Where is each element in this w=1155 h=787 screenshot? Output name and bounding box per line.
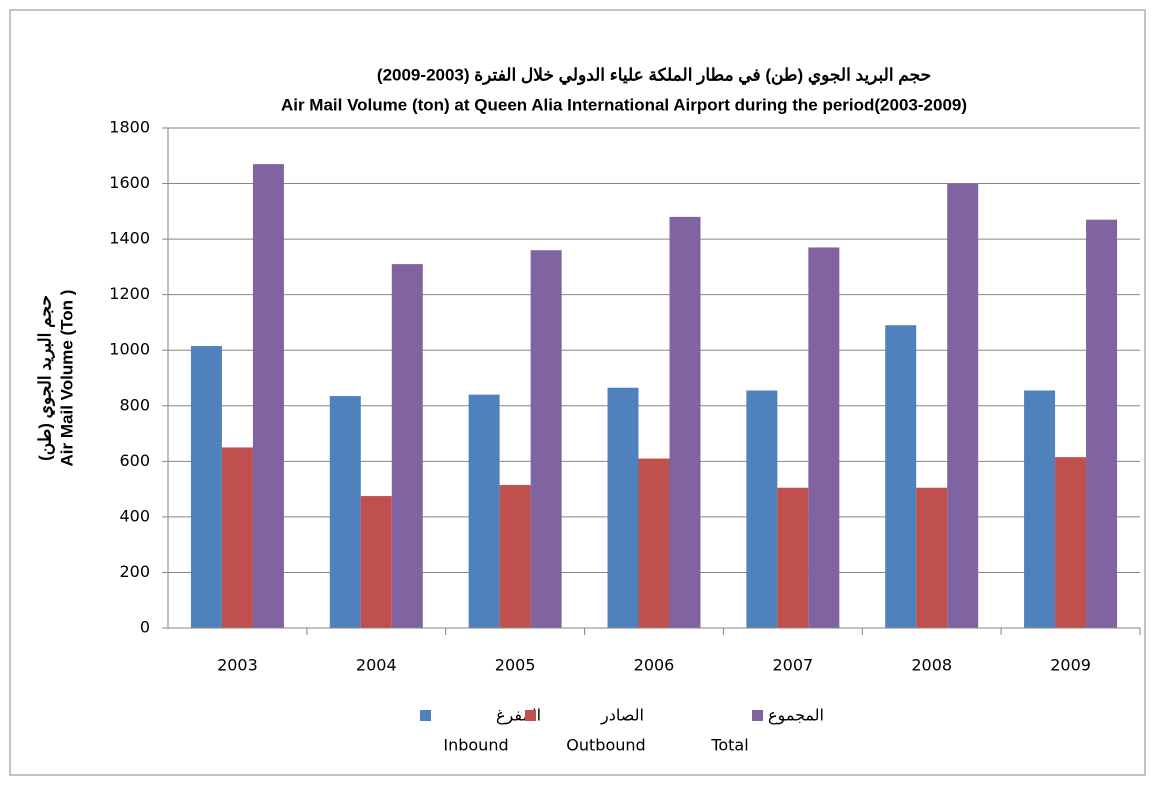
y-tick-label: 1400 bbox=[109, 229, 150, 248]
y-tick-label: 200 bbox=[119, 562, 150, 581]
y-tick-label: 800 bbox=[119, 395, 150, 414]
legend-swatch bbox=[420, 710, 431, 721]
legend-label: Inbound bbox=[443, 736, 508, 755]
bar bbox=[607, 387, 639, 628]
x-tick-label: 2009 bbox=[1050, 656, 1091, 675]
y-tick-label: 1000 bbox=[109, 340, 150, 359]
y-tick-label: 600 bbox=[119, 451, 150, 470]
bar bbox=[916, 487, 948, 628]
bar bbox=[329, 396, 361, 628]
y-axis-title: حجم البريد الجوي (طن) Air Mail Volume (T… bbox=[35, 290, 76, 467]
bar bbox=[468, 394, 500, 628]
bar bbox=[221, 447, 253, 628]
bar bbox=[530, 250, 562, 628]
legend-label: Outbound bbox=[566, 736, 645, 755]
bar bbox=[669, 216, 701, 628]
x-tick-label: 2003 bbox=[217, 656, 258, 675]
bar bbox=[808, 247, 840, 628]
y-tick-label: 0 bbox=[140, 618, 150, 637]
x-tick-label: 2004 bbox=[356, 656, 397, 675]
legend-swatch bbox=[525, 710, 536, 721]
bar bbox=[638, 458, 670, 628]
legend-label: Total bbox=[710, 736, 748, 755]
y-tick-label: 1200 bbox=[109, 284, 150, 303]
legend-swatch bbox=[752, 710, 763, 721]
bar bbox=[252, 164, 284, 628]
bar bbox=[746, 390, 778, 628]
bar bbox=[947, 183, 979, 629]
y-tick-label: 400 bbox=[119, 506, 150, 525]
x-tick-label: 2006 bbox=[634, 656, 675, 675]
chart-title-ar: حجم البريد الجوي (طن) في مطار الملكة علي… bbox=[377, 65, 931, 85]
bar bbox=[885, 325, 917, 628]
y-label-ar: حجم البريد الجوي (طن) bbox=[35, 295, 55, 461]
y-tick-label: 1600 bbox=[109, 173, 150, 192]
bar bbox=[777, 487, 809, 628]
bar bbox=[190, 346, 222, 628]
bar bbox=[1024, 390, 1056, 628]
legend-label-ar: المجموع bbox=[768, 706, 824, 726]
x-tick-label: 2007 bbox=[772, 656, 813, 675]
legend-label-ar: الصادر bbox=[600, 706, 644, 726]
bar bbox=[391, 264, 423, 628]
y-tick-label: 1800 bbox=[109, 118, 150, 137]
bar bbox=[1086, 219, 1118, 628]
bar bbox=[1055, 457, 1087, 628]
bar bbox=[499, 484, 531, 628]
bar bbox=[360, 496, 392, 628]
x-tick-label: 2005 bbox=[495, 656, 536, 675]
chart-title: Air Mail Volume (ton) at Queen Alia Inte… bbox=[281, 95, 967, 114]
y-label: Air Mail Volume (Ton ) bbox=[57, 290, 76, 467]
x-tick-label: 2008 bbox=[911, 656, 952, 675]
